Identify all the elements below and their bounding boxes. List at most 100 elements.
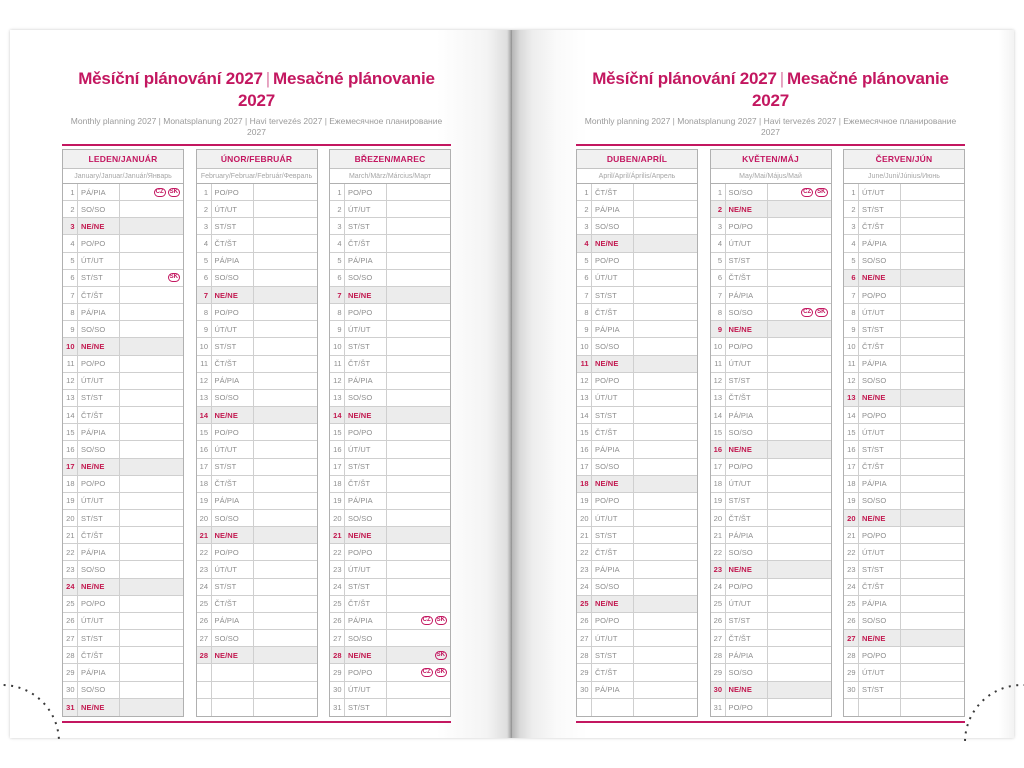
- day-number: 27: [844, 630, 859, 647]
- day-row: 28 NE/NE: [196, 647, 317, 665]
- day-weekday: ST/ST: [859, 321, 901, 338]
- day-weekday: NE/NE: [345, 647, 387, 664]
- day-row: 24 PO/PO: [710, 578, 831, 596]
- day-row: 25 ČT/ŠT: [196, 595, 317, 613]
- day-row: 8 PO/PO: [330, 304, 450, 322]
- day-note-cell: [387, 510, 450, 526]
- day-number: 3: [63, 218, 78, 235]
- day-number: 2: [63, 201, 78, 218]
- day-weekday: PÁ/PIA: [859, 475, 901, 492]
- day-weekday: ČT/ŠT: [726, 389, 768, 407]
- day-row: 10 PO/PO: [710, 338, 831, 356]
- day-weekday: NE/NE: [726, 441, 768, 458]
- day-note-cell: [634, 493, 697, 509]
- day-note-cell: [120, 527, 183, 543]
- day-note-cell: [768, 373, 831, 389]
- day-number: 1: [711, 184, 726, 201]
- day-row: 10 ST/ST: [196, 338, 317, 356]
- day-row: 3 ST/ST: [330, 218, 450, 236]
- day-weekday: NE/NE: [859, 630, 901, 647]
- day-row: 24 ST/ST: [196, 578, 317, 596]
- day-note-cell: [387, 493, 450, 509]
- day-number: 17: [577, 458, 592, 475]
- day-number: 26: [711, 612, 726, 630]
- month-name: DUBEN/APRÍL: [577, 150, 697, 169]
- day-number: 17: [197, 458, 212, 475]
- day-row: 16 NE/NE: [710, 441, 831, 459]
- day-weekday: SO/SO: [212, 269, 254, 286]
- day-note-cell: [387, 253, 450, 269]
- day-number: 21: [711, 527, 726, 544]
- day-number: 13: [330, 389, 345, 407]
- day-number: [197, 698, 212, 716]
- day-row: 7 PO/PO: [844, 286, 964, 305]
- day-note-cell: [768, 613, 831, 629]
- day-row: 13 ÚT/UT: [577, 389, 697, 408]
- day-note-cell: [901, 596, 964, 612]
- day-row: 2 SO/SO: [63, 201, 183, 219]
- day-row: 18 ČT/ŠT: [196, 475, 317, 493]
- day-note-cell: [387, 356, 450, 372]
- day-number: 12: [844, 372, 859, 389]
- day-weekday: SO/SO: [78, 321, 120, 338]
- day-row: 16 ST/ST: [844, 441, 964, 459]
- day-weekday: SO/SO: [726, 664, 768, 681]
- day-note-cell: [387, 424, 450, 440]
- day-number: 19: [197, 492, 212, 509]
- day-note-cell: [634, 544, 697, 560]
- day-weekday: NE/NE: [212, 647, 254, 664]
- day-number: 14: [711, 407, 726, 424]
- day-number: 27: [197, 630, 212, 647]
- day-note-cell: [387, 527, 450, 543]
- day-row: 24 ČT/ŠT: [844, 578, 964, 596]
- day-weekday: ST/ST: [345, 698, 387, 716]
- day-row: 7 PÁ/PIA: [710, 286, 831, 305]
- day-row: 26 PÁ/PIA: [196, 612, 317, 631]
- day-number: 18: [63, 475, 78, 492]
- day-note-cell: [254, 699, 317, 716]
- day-note-cell: [634, 630, 697, 646]
- day-number: 28: [197, 647, 212, 664]
- day-weekday: SO/SO: [726, 304, 768, 321]
- day-number: 3: [197, 218, 212, 235]
- day-number: 29: [577, 664, 592, 681]
- day-note-cell: [120, 235, 183, 251]
- day-row: 18 PO/PO: [63, 475, 183, 493]
- day-weekday: NE/NE: [726, 321, 768, 338]
- month-name: KVĚTEN/MÁJ: [710, 150, 831, 169]
- day-weekday: ÚT/UT: [592, 630, 634, 647]
- holiday-badge-cz: CZ: [420, 616, 433, 626]
- day-row: 14 PO/PO: [844, 407, 964, 425]
- day-weekday: NE/NE: [78, 698, 120, 716]
- day-row: 9 ST/ST: [844, 321, 964, 339]
- day-row: 2 ÚT/UT: [330, 201, 450, 219]
- day-weekday: ÚT/UT: [78, 252, 120, 269]
- day-row: 26 PÁ/PIA CZ SK: [330, 612, 450, 631]
- day-row: 1 PO/PO: [330, 184, 450, 202]
- planner-page-right: Měsíční plánování 2027 | Mesačné plánovani…: [512, 30, 1014, 738]
- day-number: 7: [577, 286, 592, 304]
- day-row: 18 ČT/ŠT: [330, 475, 450, 493]
- day-number: 2: [844, 201, 859, 218]
- day-note-cell: [120, 441, 183, 457]
- day-weekday: ÚT/UT: [345, 201, 387, 218]
- day-weekday: ST/ST: [592, 286, 634, 304]
- day-number: 5: [711, 252, 726, 269]
- day-note-cell: [387, 184, 450, 200]
- day-number: 30: [330, 681, 345, 698]
- day-row: 4 ČT/ŠT: [196, 235, 317, 253]
- day-number: 25: [577, 595, 592, 612]
- day-note-cell: [254, 321, 317, 337]
- day-row: 3 NE/NE: [63, 218, 183, 236]
- day-row: 6 SO/SO: [196, 269, 317, 287]
- day-note-cell: [254, 647, 317, 663]
- day-number: 1: [197, 184, 212, 201]
- day-number: 28: [577, 647, 592, 664]
- day-number: 22: [330, 544, 345, 561]
- day-weekday: NE/NE: [345, 527, 387, 544]
- day-note-cell: CZ SK: [387, 613, 450, 629]
- day-row: 15 SO/SO: [710, 424, 831, 442]
- day-weekday: PÁ/PIA: [78, 184, 120, 201]
- day-number: 4: [844, 235, 859, 252]
- day-number: [197, 681, 212, 698]
